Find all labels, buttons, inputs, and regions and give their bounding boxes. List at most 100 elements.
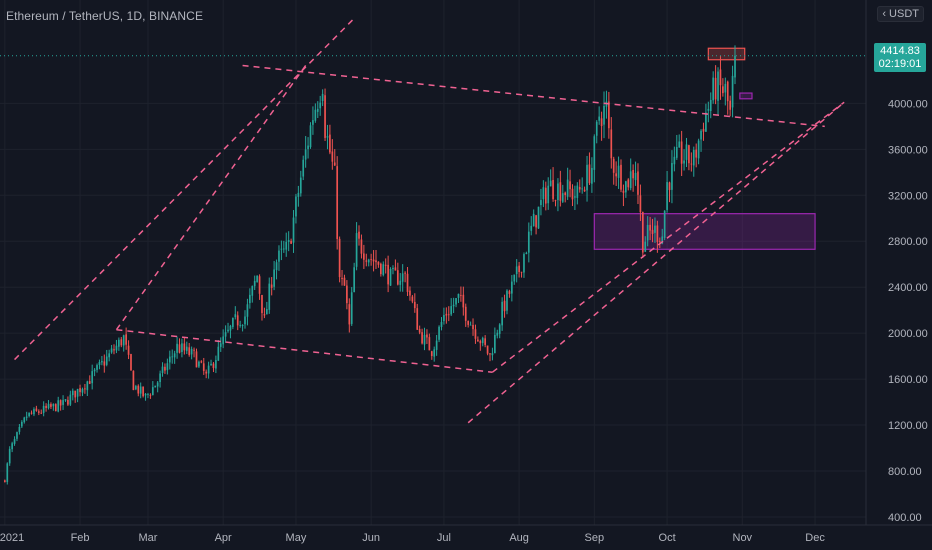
candle-body xyxy=(467,321,470,325)
candle-body xyxy=(258,276,261,294)
candle-body xyxy=(105,356,108,365)
candle-body xyxy=(348,304,351,325)
candle-body xyxy=(193,349,195,351)
candle-body xyxy=(52,403,55,407)
candle-body xyxy=(671,163,673,190)
candle-body xyxy=(251,286,254,296)
candle-body xyxy=(307,145,309,150)
candle-body xyxy=(608,101,610,129)
candle-body xyxy=(549,180,552,187)
candle-body xyxy=(726,81,729,102)
candle-body xyxy=(309,125,312,148)
candle-body xyxy=(234,314,237,318)
candle-body xyxy=(118,339,120,347)
candle-body xyxy=(181,343,183,353)
candle-body xyxy=(591,167,593,184)
candle-body xyxy=(566,179,569,197)
candle-body xyxy=(396,270,399,285)
candle-body xyxy=(18,426,21,432)
candle-body xyxy=(479,341,482,344)
candle-body xyxy=(535,215,537,228)
candle-body xyxy=(661,236,664,244)
candle-body xyxy=(491,353,494,356)
candle-body xyxy=(159,373,161,383)
candle-body xyxy=(734,55,736,78)
price-tick-label: 3600.00 xyxy=(888,144,928,156)
price-tick-label: 2400.00 xyxy=(888,282,928,294)
candle-body xyxy=(489,353,491,355)
trendline xyxy=(242,64,825,128)
candle-body xyxy=(329,134,331,153)
candle-body xyxy=(651,229,654,234)
currency-button[interactable]: ‹ USDT xyxy=(877,6,924,22)
candle-body xyxy=(333,162,336,166)
price-axis[interactable]: 400.00 800.00 1200.00 1600.00 2000.00 2400.00… xyxy=(888,98,928,524)
candle-body xyxy=(404,272,406,274)
price-tick-label: 1200.00 xyxy=(888,420,928,432)
candle-body xyxy=(74,390,77,398)
candle-body xyxy=(564,192,567,196)
candle-body xyxy=(668,182,671,191)
chevron-left-icon: ‹ xyxy=(882,8,886,20)
candle-body xyxy=(86,381,89,391)
candle-body xyxy=(227,329,229,332)
candle-body xyxy=(515,266,518,275)
candle-body xyxy=(705,112,707,132)
candle-body xyxy=(76,388,79,397)
candle-body xyxy=(382,264,385,275)
candle-body xyxy=(142,386,144,397)
trendline xyxy=(116,328,493,373)
candle-body xyxy=(637,171,639,195)
candle-body xyxy=(261,294,263,314)
candle-body xyxy=(50,404,52,407)
time-tick-label: Jun xyxy=(362,532,380,544)
candle-body xyxy=(641,212,644,253)
candle-body xyxy=(462,294,465,308)
time-tick-label: Apr xyxy=(215,532,232,544)
candle-body xyxy=(224,332,227,337)
candle-body xyxy=(367,259,370,263)
candle-body xyxy=(195,351,198,368)
candle-body xyxy=(67,399,69,405)
time-axis[interactable]: 2021 Feb Mar Apr May Jun Jul Aug Sep Oct Nov Dec xyxy=(0,532,825,544)
candle-body xyxy=(263,314,266,316)
candle-body xyxy=(406,273,409,292)
candle-body xyxy=(615,173,617,177)
candle-body xyxy=(714,77,717,100)
candle-body xyxy=(474,329,477,339)
candle-body xyxy=(443,315,445,322)
candle-body xyxy=(190,349,193,355)
candle-body xyxy=(532,213,535,227)
candle-body xyxy=(42,405,45,413)
candle-body xyxy=(183,343,186,351)
candle-body xyxy=(639,195,642,213)
candle-body xyxy=(634,172,637,181)
time-tick-label: Nov xyxy=(733,532,753,544)
candle-body xyxy=(346,285,348,304)
candle-body xyxy=(265,309,268,315)
candle-body xyxy=(496,332,499,336)
candle-body xyxy=(576,185,579,198)
candle-body xyxy=(717,71,719,101)
candle-body xyxy=(520,271,523,273)
candle-body xyxy=(695,149,698,158)
candle-body xyxy=(370,259,372,260)
candle-body xyxy=(673,156,676,165)
price-zone-rect xyxy=(593,213,816,250)
candle-body xyxy=(612,158,615,173)
time-tick-label: Jul xyxy=(437,532,451,544)
candle-body xyxy=(125,334,127,345)
candle-body xyxy=(508,291,511,294)
candle-body xyxy=(239,324,242,326)
candle-body xyxy=(210,363,212,366)
candle-body xyxy=(574,196,576,198)
candle-body xyxy=(249,294,251,304)
candle-body xyxy=(523,254,525,273)
candle-body xyxy=(469,324,472,326)
candle-body xyxy=(416,308,419,330)
candle-body xyxy=(127,345,130,355)
candle-body xyxy=(622,190,625,193)
candle-body xyxy=(552,179,554,200)
candle-body xyxy=(253,280,256,287)
